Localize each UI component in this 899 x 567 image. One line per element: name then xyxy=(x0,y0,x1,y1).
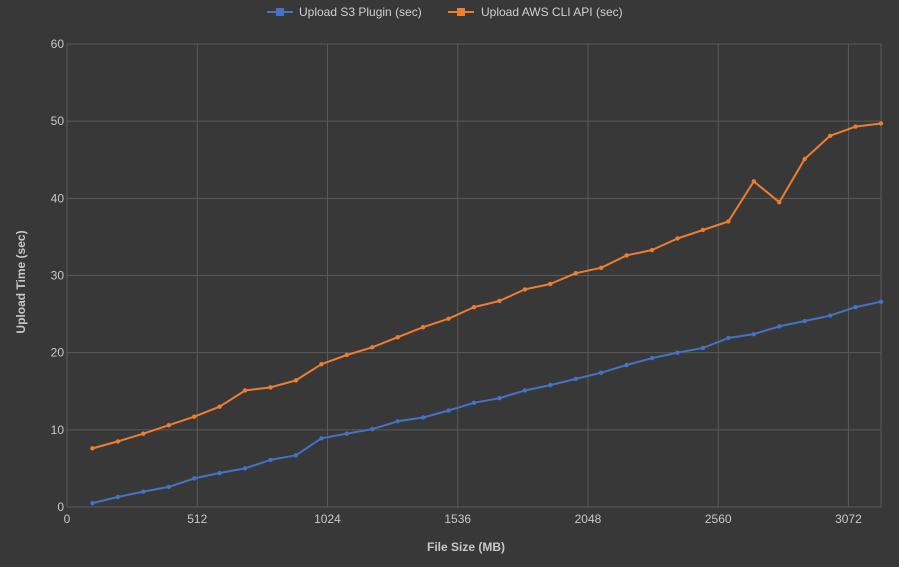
data-point[interactable] xyxy=(827,133,833,139)
data-point[interactable] xyxy=(522,388,528,393)
data-point[interactable] xyxy=(548,281,553,287)
data-point[interactable] xyxy=(573,270,578,276)
data-point[interactable] xyxy=(522,287,528,292)
tick-labels: 0 10 20 30 40 50 60 0 512 1024 1536 2048 2560 3072 xyxy=(51,37,862,526)
data-point[interactable] xyxy=(878,299,884,304)
y-tick-label: 30 xyxy=(51,269,65,283)
data-point[interactable] xyxy=(751,179,757,184)
y-tick-label: 40 xyxy=(51,191,65,205)
data-point[interactable] xyxy=(217,470,222,476)
data-point[interactable] xyxy=(115,494,121,500)
data-point[interactable] xyxy=(573,376,578,382)
data-point[interactable] xyxy=(700,345,706,351)
data-point[interactable] xyxy=(471,400,477,406)
data-point[interactable] xyxy=(649,355,655,361)
data-point[interactable] xyxy=(420,415,426,420)
series-line xyxy=(92,300,882,505)
data-point[interactable] xyxy=(853,124,858,129)
legend-marker-s3 xyxy=(276,8,284,16)
data-point[interactable] xyxy=(649,247,655,253)
data-point[interactable] xyxy=(242,466,248,471)
data-point[interactable] xyxy=(90,500,95,506)
legend[interactable]: Upload S3 Plugin (sec) Upload AWS CLI AP… xyxy=(267,5,623,19)
series-lines xyxy=(90,121,884,506)
data-point[interactable] xyxy=(242,388,248,393)
data-point[interactable] xyxy=(344,431,350,436)
data-point[interactable] xyxy=(598,265,604,270)
data-point[interactable] xyxy=(726,335,731,341)
y-tick-label: 50 xyxy=(51,114,65,128)
data-point[interactable] xyxy=(319,362,324,367)
data-point[interactable] xyxy=(726,219,731,224)
data-point[interactable] xyxy=(370,426,375,432)
series-cli xyxy=(90,121,884,451)
data-point[interactable] xyxy=(598,370,604,375)
data-point[interactable] xyxy=(191,476,197,481)
data-point[interactable] xyxy=(675,236,680,241)
data-point[interactable] xyxy=(853,304,858,310)
data-point[interactable] xyxy=(293,378,299,383)
x-tick-label: 512 xyxy=(187,512,207,526)
data-point[interactable] xyxy=(827,313,833,318)
y-axis-title: Upload Time (sec) xyxy=(14,230,28,333)
data-point[interactable] xyxy=(166,484,171,490)
y-tick-label: 20 xyxy=(51,346,65,360)
data-point[interactable] xyxy=(802,156,807,162)
legend-label-cli: Upload AWS CLI API (sec) xyxy=(481,5,623,19)
data-point[interactable] xyxy=(777,199,782,205)
data-point[interactable] xyxy=(141,489,146,494)
data-point[interactable] xyxy=(268,457,273,463)
legend-item-cli[interactable]: Upload AWS CLI API (sec) xyxy=(448,5,623,19)
x-tick-label: 2048 xyxy=(575,512,602,526)
data-point[interactable] xyxy=(446,408,451,413)
data-point[interactable] xyxy=(751,331,757,337)
data-point[interactable] xyxy=(141,431,146,436)
data-point[interactable] xyxy=(90,446,95,451)
data-point[interactable] xyxy=(344,352,350,358)
x-axis-title: File Size (MB) xyxy=(427,540,505,554)
data-point[interactable] xyxy=(420,325,426,330)
x-tick-label: 1024 xyxy=(314,512,341,526)
y-tick-label: 10 xyxy=(51,423,65,437)
data-point[interactable] xyxy=(319,436,324,441)
data-point[interactable] xyxy=(166,423,171,428)
series-s3 xyxy=(90,299,884,506)
legend-label-s3: Upload S3 Plugin (sec) xyxy=(299,5,422,19)
data-point[interactable] xyxy=(548,382,553,388)
data-point[interactable] xyxy=(395,335,400,340)
data-point[interactable] xyxy=(675,350,680,355)
grid xyxy=(66,43,882,508)
data-point[interactable] xyxy=(217,404,222,409)
data-point[interactable] xyxy=(878,121,884,126)
data-point[interactable] xyxy=(471,304,477,310)
data-point[interactable] xyxy=(700,227,706,233)
data-point[interactable] xyxy=(446,316,451,321)
x-tick-label: 0 xyxy=(64,512,71,526)
data-point[interactable] xyxy=(115,439,121,444)
data-point[interactable] xyxy=(497,298,502,304)
data-point[interactable] xyxy=(624,253,629,258)
data-point[interactable] xyxy=(777,324,782,329)
data-point[interactable] xyxy=(802,318,807,324)
legend-marker-cli xyxy=(457,8,465,16)
data-point[interactable] xyxy=(624,362,629,368)
x-tick-label: 1536 xyxy=(444,512,471,526)
data-point[interactable] xyxy=(370,345,375,350)
series-line xyxy=(92,122,882,450)
data-point[interactable] xyxy=(191,414,197,419)
x-tick-label: 3072 xyxy=(835,512,862,526)
x-tick-label: 2560 xyxy=(705,512,732,526)
data-point[interactable] xyxy=(497,395,502,401)
legend-item-s3[interactable]: Upload S3 Plugin (sec) xyxy=(267,5,422,19)
y-tick-label: 0 xyxy=(57,500,64,514)
y-tick-label: 60 xyxy=(51,37,65,51)
data-point[interactable] xyxy=(293,453,299,458)
data-point[interactable] xyxy=(395,419,400,424)
data-point[interactable] xyxy=(268,385,273,390)
